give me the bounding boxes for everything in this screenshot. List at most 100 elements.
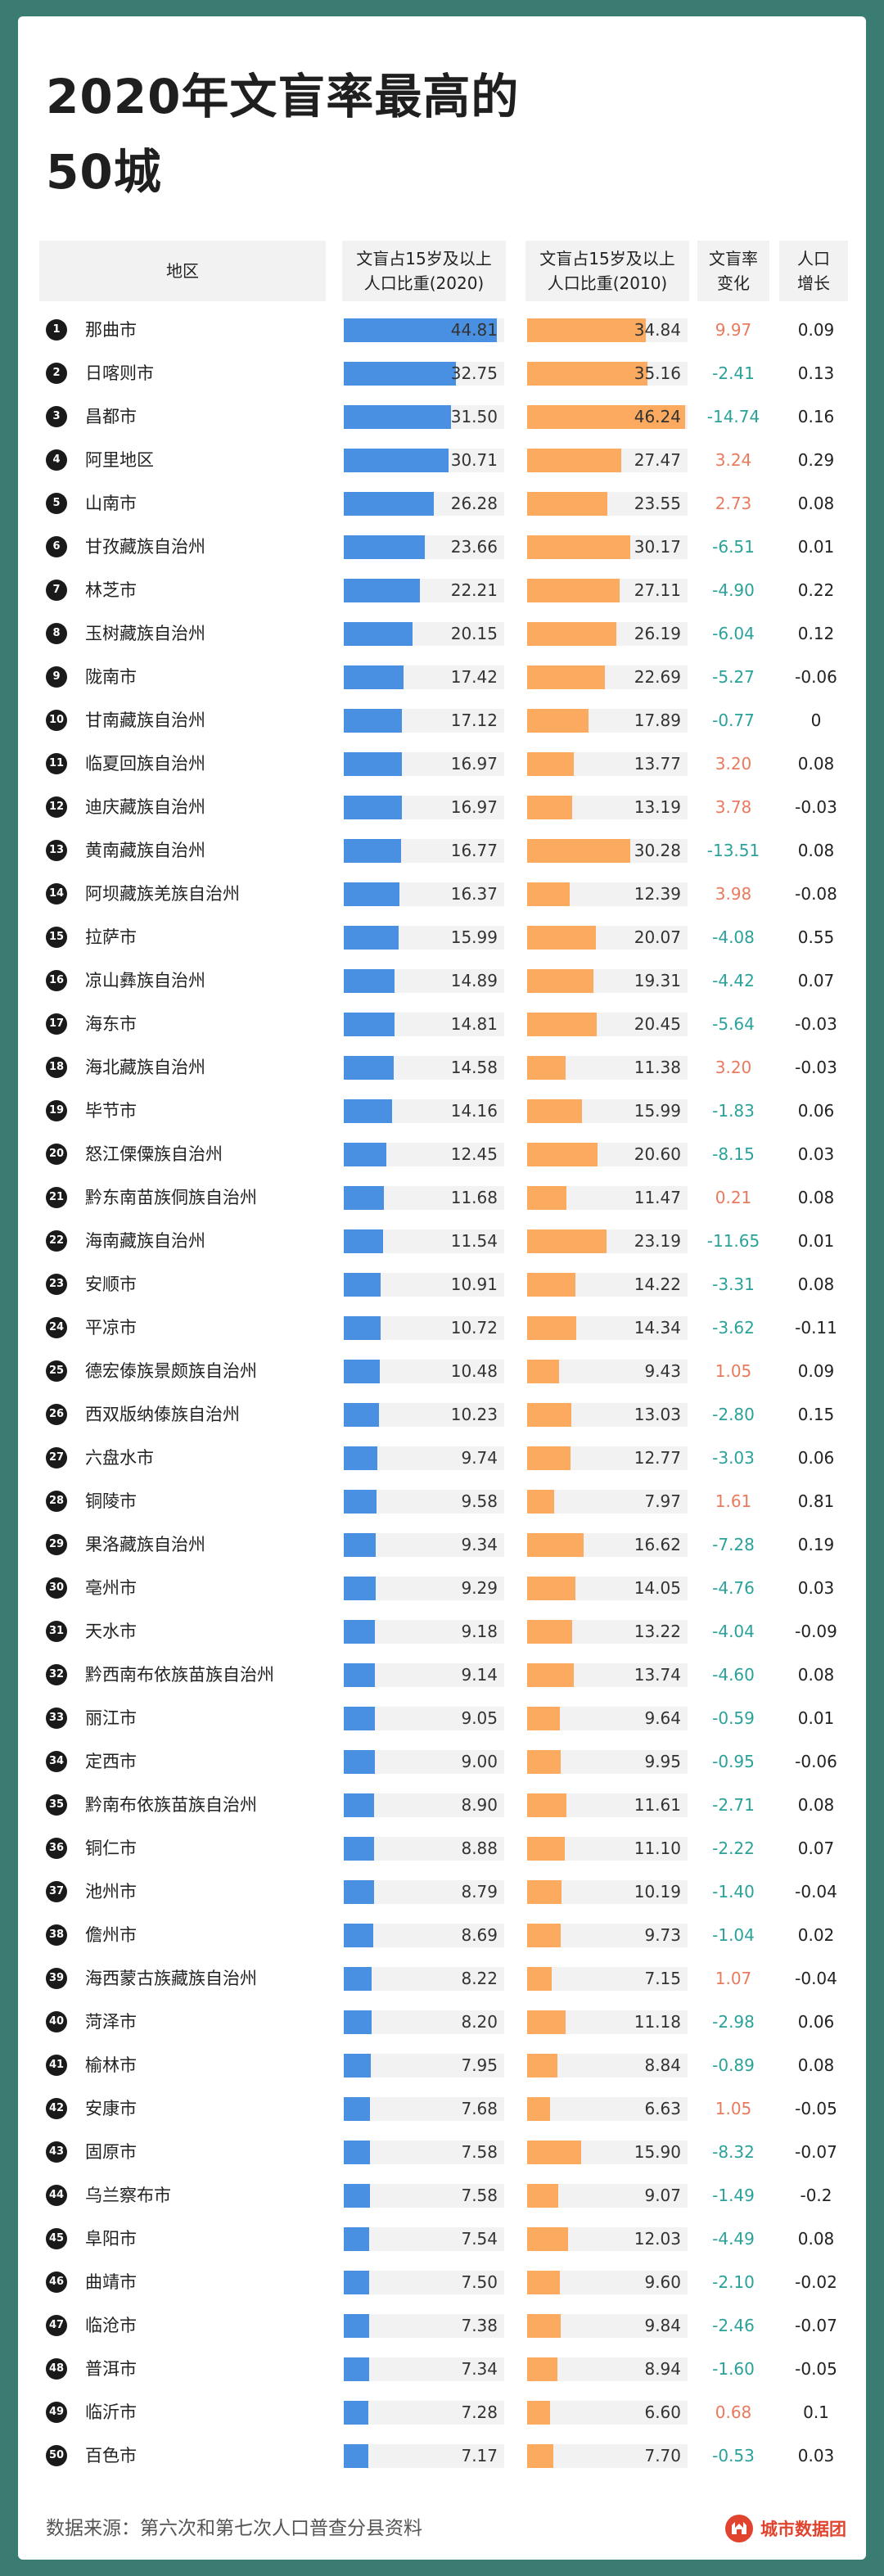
bar-2020 xyxy=(344,1533,376,1557)
bar-2010 xyxy=(527,2184,558,2208)
bar-2010-track: 8.94 xyxy=(527,2357,688,2381)
rate-change: -2.98 xyxy=(712,2012,755,2032)
bar-2010 xyxy=(527,1967,552,1991)
region-name: 黔东南苗族侗族自治州 xyxy=(85,1188,257,1207)
bar-2010-track: 6.60 xyxy=(527,2401,688,2425)
rate-change: -1.49 xyxy=(712,2186,755,2205)
bar-2010-track: 13.74 xyxy=(527,1663,688,1687)
bar-2010-track: 20.45 xyxy=(527,1013,688,1036)
table-row: 3 昌都市 31.50 46.24 -14.74 0.16 xyxy=(18,395,866,439)
bar-2010-value: 11.10 xyxy=(634,1838,681,1858)
region-name: 阜阳市 xyxy=(85,2229,137,2249)
bar-2010-value: 9.07 xyxy=(644,2186,681,2205)
region-name: 儋州市 xyxy=(85,1925,137,1945)
bar-2020-track: 7.54 xyxy=(344,2227,504,2251)
bar-2010-value: 9.60 xyxy=(644,2272,681,2292)
bar-2020-track: 22.21 xyxy=(344,579,504,602)
bar-2010-track: 30.17 xyxy=(527,535,688,559)
bar-2020-value: 7.17 xyxy=(461,2446,498,2465)
region-name: 曲靖市 xyxy=(85,2272,137,2292)
bar-2010-value: 13.03 xyxy=(634,1405,681,1424)
bar-2020 xyxy=(344,752,402,776)
population-growth: 0.08 xyxy=(797,494,835,513)
bar-2010 xyxy=(527,2141,581,2164)
bar-2010 xyxy=(527,492,607,516)
bar-2010 xyxy=(527,579,620,602)
bar-2010-value: 34.84 xyxy=(634,320,681,340)
bar-2020-track: 16.97 xyxy=(344,752,504,776)
bar-2010 xyxy=(527,1750,561,1774)
bar-2020-track: 16.97 xyxy=(344,796,504,819)
bar-2020-value: 20.15 xyxy=(450,624,498,643)
bar-2020-track: 23.66 xyxy=(344,535,504,559)
bar-2020-track: 32.75 xyxy=(344,362,504,386)
bar-2010-track: 14.34 xyxy=(527,1316,688,1340)
bar-2020-track: 10.23 xyxy=(344,1403,504,1427)
rank-badge: 18 xyxy=(46,1057,67,1078)
bar-2010 xyxy=(527,362,647,386)
rank-badge: 14 xyxy=(46,883,67,905)
bar-2010 xyxy=(527,1793,566,1817)
population-growth: 0.16 xyxy=(797,407,835,426)
bar-2020-value: 9.14 xyxy=(461,1665,498,1685)
population-growth: 0.06 xyxy=(797,1448,835,1468)
bar-2010-value: 30.17 xyxy=(634,537,681,557)
bar-2020 xyxy=(344,1360,380,1383)
bar-2020-track: 30.71 xyxy=(344,449,504,472)
bar-2020 xyxy=(344,1880,374,1904)
bar-2010 xyxy=(527,1186,566,1210)
rank-badge: 40 xyxy=(46,2011,67,2032)
table-row: 24 平凉市 10.72 14.34 -3.62 -0.11 xyxy=(18,1306,866,1350)
bar-2010-value: 20.07 xyxy=(634,927,681,947)
bar-2020-track: 9.00 xyxy=(344,1750,504,1774)
bar-2020 xyxy=(344,796,402,819)
bar-2020-track: 16.77 xyxy=(344,839,504,863)
rank-badge: 24 xyxy=(46,1317,67,1338)
bar-2010-track: 13.22 xyxy=(527,1620,688,1644)
bar-2010 xyxy=(527,1620,572,1644)
bar-2010-track: 7.15 xyxy=(527,1967,688,1991)
rank-badge: 39 xyxy=(46,1968,67,1989)
bar-2020-track: 10.91 xyxy=(344,1273,504,1297)
region-name: 普洱市 xyxy=(85,2359,137,2379)
bar-2020-track: 10.72 xyxy=(344,1316,504,1340)
bar-2020 xyxy=(344,1186,384,1210)
rank-badge: 23 xyxy=(46,1274,67,1295)
rank-badge: 25 xyxy=(46,1360,67,1382)
bar-2010-track: 11.18 xyxy=(527,2010,688,2034)
region-name: 临沂市 xyxy=(85,2402,137,2422)
bar-2010-value: 11.61 xyxy=(634,1795,681,1815)
rate-change: 3.24 xyxy=(715,450,752,470)
rate-change: -2.10 xyxy=(712,2272,755,2292)
rank-badge: 47 xyxy=(46,2315,67,2336)
bar-2010 xyxy=(527,1056,566,1080)
population-growth: 0.09 xyxy=(797,1361,835,1381)
region-name: 菏泽市 xyxy=(85,2012,137,2032)
population-growth: -0.03 xyxy=(795,1014,837,1034)
table-row: 2 日喀则市 32.75 35.16 -2.41 0.13 xyxy=(18,352,866,395)
table-row: 25 德宏傣族景颇族自治州 10.48 9.43 1.05 0.09 xyxy=(18,1350,866,1393)
rank-badge: 32 xyxy=(46,1664,67,1685)
rank-badge: 1 xyxy=(46,319,67,341)
bar-2020-value: 8.22 xyxy=(461,1969,498,1988)
region-name: 平凉市 xyxy=(85,1318,137,1338)
bar-2020-track: 7.34 xyxy=(344,2357,504,2381)
region-name: 六盘水市 xyxy=(85,1448,154,1468)
population-growth: 0.19 xyxy=(797,1535,835,1554)
bar-2020 xyxy=(344,492,434,516)
brand-logo: 城市数据团 xyxy=(724,2513,846,2544)
bar-2010-value: 9.84 xyxy=(644,2316,681,2335)
table-row: 33 丽江市 9.05 9.64 -0.59 0.01 xyxy=(18,1697,866,1740)
bar-2020-value: 26.28 xyxy=(450,494,498,513)
rate-change: -3.31 xyxy=(712,1274,755,1294)
bar-2020 xyxy=(344,2097,370,2121)
rate-change: -3.03 xyxy=(712,1448,755,1468)
table-row: 28 铜陵市 9.58 7.97 1.61 0.81 xyxy=(18,1480,866,1523)
bar-2020 xyxy=(344,2227,369,2251)
bar-2020 xyxy=(344,318,497,342)
bar-2010-track: 10.19 xyxy=(527,1880,688,1904)
bar-2020-value: 9.74 xyxy=(461,1448,498,1468)
table-row: 5 山南市 26.28 23.55 2.73 0.08 xyxy=(18,482,866,526)
bar-2010 xyxy=(527,1490,554,1514)
table-row: 37 池州市 8.79 10.19 -1.40 -0.04 xyxy=(18,1870,866,1914)
